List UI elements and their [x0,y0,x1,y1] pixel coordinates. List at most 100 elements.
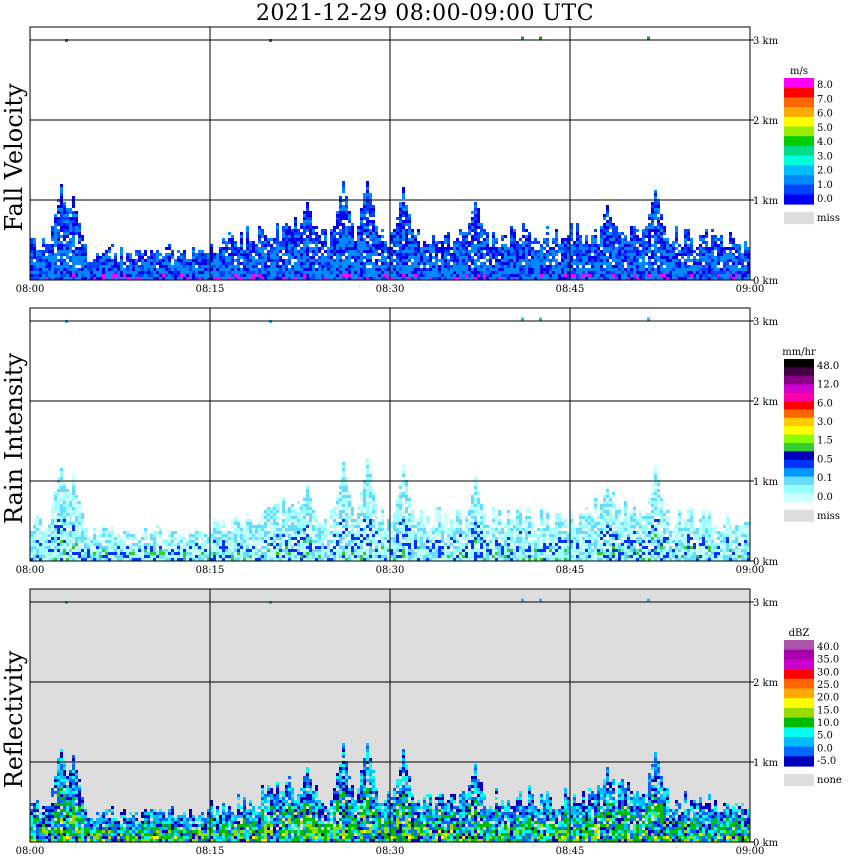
echo-cell [261,241,264,244]
echo-cell [63,232,66,235]
echo-cell [648,241,651,244]
echo-cell [648,214,651,217]
echo-cell [471,256,474,259]
echo-cell [729,271,732,274]
echo-cell [252,262,255,265]
echo-cell [711,244,714,247]
echo-cell [39,540,42,543]
echo-cell [57,528,60,531]
echo-cell [60,549,63,552]
echo-cell [420,274,423,277]
echo-cell [96,268,99,271]
echo-cell [675,232,678,235]
echo-cell [210,262,213,265]
echo-cell [66,540,69,543]
echo-cell [342,507,345,510]
echo-cell [126,549,129,552]
echo-cell [84,552,87,555]
echo-cell [294,531,297,534]
echo-cell [624,250,627,253]
echo-cell [603,235,606,238]
echo-cell [399,238,402,241]
echo-cell [75,220,78,223]
echo-cell [669,247,672,250]
echo-cell [195,540,198,543]
echo-cell [747,271,750,274]
echo-cell [147,268,150,271]
echo-cell [441,265,444,268]
echo-cell [666,238,669,241]
echo-cell [618,277,621,280]
echo-cell [393,268,396,271]
echo-cell [492,277,495,280]
echo-cell [498,262,501,265]
echo-cell [708,262,711,265]
echo-cell [309,510,312,513]
echo-cell [453,268,456,271]
echo-cell [462,253,465,256]
echo-cell [189,277,192,280]
echo-cell [408,265,411,268]
echo-cell [63,492,66,495]
echo-cell [324,262,327,265]
echo-cell [279,277,282,280]
echo-cell [165,256,168,259]
echo-cell [315,250,318,253]
echo-cell [348,534,351,537]
echo-cell [258,274,261,277]
echo-cell [582,253,585,256]
echo-cell [60,534,63,537]
echo-cell [504,253,507,256]
echo-cell [606,274,609,277]
echo-cell [66,501,69,504]
echo-cell [348,250,351,253]
echo-cell [411,277,414,280]
echo-cell [324,277,327,280]
echo-cell [339,268,342,271]
echo-cell [36,552,39,555]
echo-cell [405,205,408,208]
echo-cell [402,226,405,229]
echo-cell [120,265,123,268]
echo-cell [732,259,735,262]
echo-cell [189,271,192,274]
colorbar-label: 7.0 [817,94,833,105]
echo-cell [42,549,45,552]
echo-cell [345,217,348,220]
echo-cell [96,537,99,540]
echo-cell [75,262,78,265]
echo-cell [309,558,312,561]
echo-cell [462,247,465,250]
echo-cell [264,271,267,274]
echo-cell [153,531,156,534]
echo-cell [309,549,312,552]
echo-cell [336,522,339,525]
echo-cell [198,274,201,277]
echo-cell [546,268,549,271]
echo-cell [495,253,498,256]
echo-cell [471,244,474,247]
echo-cell [51,552,54,555]
echo-cell [684,259,687,262]
echo-cell [357,534,360,537]
echo-cell [219,268,222,271]
echo-cell [477,265,480,268]
echo-cell [654,205,657,208]
echo-cell [651,202,654,205]
echo-cell [426,247,429,250]
echo-cell [570,277,573,280]
echo-cell [450,253,453,256]
echo-cell [57,543,60,546]
echo-cell [330,256,333,259]
echo-cell [72,259,75,262]
echo-cell [102,534,105,537]
echo-cell [603,259,606,262]
echo-cell [231,235,234,238]
echo-cell [681,268,684,271]
echo-cell [33,277,36,280]
echo-cell [609,265,612,268]
echo-cell [675,229,678,232]
echo-cell [648,250,651,253]
echo-cell [318,259,321,262]
echo-cell [309,229,312,232]
